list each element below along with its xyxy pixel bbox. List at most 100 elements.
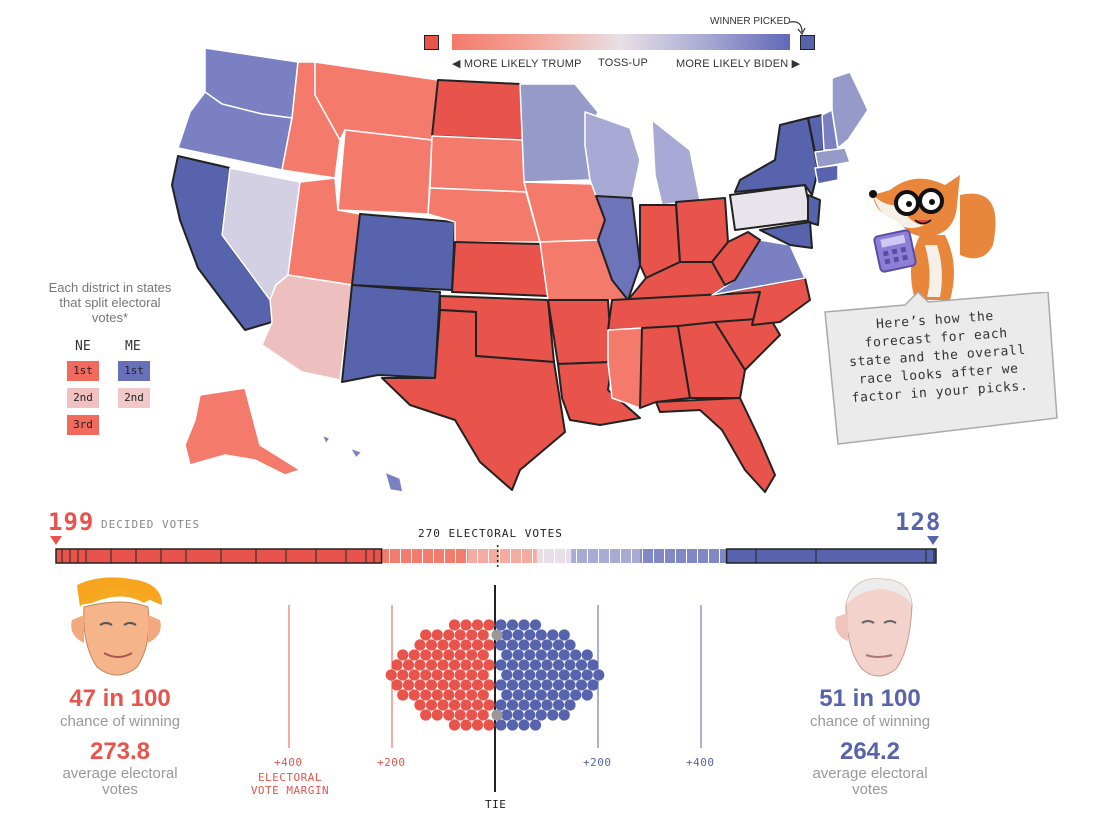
axis-left-400: +400 xyxy=(274,756,303,769)
biden-outcome-dot xyxy=(547,649,559,661)
biden-outcome-dot xyxy=(501,649,513,661)
me-district-2[interactable]: 2nd xyxy=(118,388,150,408)
bar-segment-tossup xyxy=(485,549,495,563)
state-alaska[interactable] xyxy=(184,387,301,476)
me-district-1[interactable]: 1st xyxy=(118,361,150,381)
state-texas[interactable] xyxy=(381,309,566,491)
biden-outcome-dot xyxy=(529,719,542,731)
state-new-jersey[interactable] xyxy=(807,194,821,226)
bar-segment-tossup xyxy=(424,549,434,563)
state-kansas[interactable] xyxy=(451,241,549,297)
trump-outcome-dot xyxy=(397,689,409,701)
biden-outcome-dot xyxy=(501,629,513,641)
state-south-dakota[interactable] xyxy=(429,135,527,193)
state-maine[interactable] xyxy=(831,71,869,149)
biden-outcome-dot xyxy=(547,689,559,701)
state-arkansas[interactable] xyxy=(547,299,613,365)
tie-outcome-dot xyxy=(491,709,503,721)
biden-outcome-dot xyxy=(506,699,519,711)
state-massachusetts[interactable] xyxy=(814,147,851,169)
biden-outcome-dot xyxy=(529,619,542,631)
axis-right-200: +200 xyxy=(583,756,612,769)
trump-outcome-dot xyxy=(425,679,438,691)
bar-segment-tossup xyxy=(502,549,512,563)
biden-outcome-dot xyxy=(512,649,524,661)
biden-outcome-dot xyxy=(564,659,576,671)
state-arizona[interactable] xyxy=(261,274,353,381)
trump-outcome-dot xyxy=(425,659,438,671)
state-georgia[interactable] xyxy=(677,321,746,399)
state-connecticut[interactable] xyxy=(814,164,839,185)
biden-outcome-dot xyxy=(581,689,593,701)
trump-outcome-dot xyxy=(471,699,484,711)
state-hawaii[interactable] xyxy=(321,434,404,493)
tie-label: TIE xyxy=(485,798,507,811)
state-wyoming[interactable] xyxy=(337,129,433,215)
biden-picked-swatch[interactable] xyxy=(800,35,815,50)
biden-outcome-dot xyxy=(581,649,593,661)
trump-outcome-dot xyxy=(483,659,495,671)
state-new-york[interactable] xyxy=(734,117,819,196)
state-alabama[interactable] xyxy=(639,325,691,409)
biden-outcome-dot xyxy=(587,679,599,691)
ne-district-3[interactable]: 3rd xyxy=(67,415,99,435)
us-map xyxy=(171,47,869,493)
bar-segment-tossup xyxy=(674,549,684,563)
biden-outcome-dot xyxy=(541,639,553,651)
trump-outcome-dot xyxy=(385,669,397,681)
bar-segment-tossup xyxy=(666,549,676,563)
bar-segment-tossup xyxy=(390,549,400,563)
trump-outcome-dot xyxy=(402,659,415,671)
biden-outcome-dot xyxy=(575,659,588,671)
trump-outcome-dot xyxy=(420,689,432,701)
biden-outcome-dot xyxy=(518,699,530,711)
bar-segment-tossup xyxy=(441,549,452,563)
biden-outcome-dot xyxy=(506,719,519,731)
axis-left-200: +200 xyxy=(377,756,406,769)
me-header: ME xyxy=(125,339,141,354)
biden-outcome-dot xyxy=(524,709,536,721)
electoral-vote-margin-label: ELECTORAL VOTE MARGIN xyxy=(250,771,330,797)
bar-segment-tossup xyxy=(718,549,728,563)
winner-picked-arrow-icon xyxy=(789,21,806,36)
trump-outcome-dot xyxy=(454,689,466,701)
biden-outcome-dot xyxy=(575,679,588,691)
state-wisconsin[interactable] xyxy=(584,111,641,199)
bar-segment-tossup xyxy=(476,549,486,563)
bar-segment-tossup xyxy=(562,549,572,563)
toss-up-label: TOSS-UP xyxy=(598,57,649,69)
biden-outcome-dot xyxy=(541,699,553,711)
trump-outcome-dot xyxy=(437,699,449,711)
bar-segment-tossup xyxy=(571,549,581,563)
state-colorado[interactable] xyxy=(351,213,456,291)
state-west-virginia[interactable] xyxy=(711,231,761,286)
trump-outcome-dot xyxy=(420,649,432,661)
biden-decided-votes: 128 xyxy=(895,508,942,536)
trump-outcome-dot xyxy=(443,709,455,721)
biden-outcome-dot xyxy=(518,619,530,631)
ne-district-1[interactable]: 1st xyxy=(67,361,99,381)
state-new-mexico[interactable] xyxy=(341,284,441,383)
ne-district-2[interactable]: 2nd xyxy=(67,388,99,408)
bar-segment-tossup xyxy=(554,549,564,563)
trump-outcome-dot xyxy=(408,689,420,701)
state-south-carolina[interactable] xyxy=(714,317,781,371)
bar-segment-tossup xyxy=(700,549,710,563)
state-north-dakota[interactable] xyxy=(431,79,525,141)
biden-outcome-dot xyxy=(547,669,559,681)
state-mississippi[interactable] xyxy=(607,327,643,409)
biden-outcome-dot xyxy=(506,679,519,691)
trump-picked-swatch[interactable] xyxy=(424,35,439,50)
trump-avg-ev: 273.8 xyxy=(89,738,151,765)
trump-outcome-dot xyxy=(431,649,443,661)
state-maryland[interactable] xyxy=(759,221,813,249)
state-florida[interactable] xyxy=(655,397,776,493)
biden-portrait xyxy=(835,578,913,677)
decided-votes-label: DECIDED VOTES xyxy=(101,518,201,531)
biden-outcome-dot xyxy=(564,639,576,651)
biden-outcome-dot xyxy=(518,659,530,671)
district-legend: Each district in states that split elect… xyxy=(40,280,180,435)
state-michigan[interactable] xyxy=(651,119,701,206)
state-illinois[interactable] xyxy=(595,195,641,301)
trump-outcome-dot xyxy=(483,679,495,691)
